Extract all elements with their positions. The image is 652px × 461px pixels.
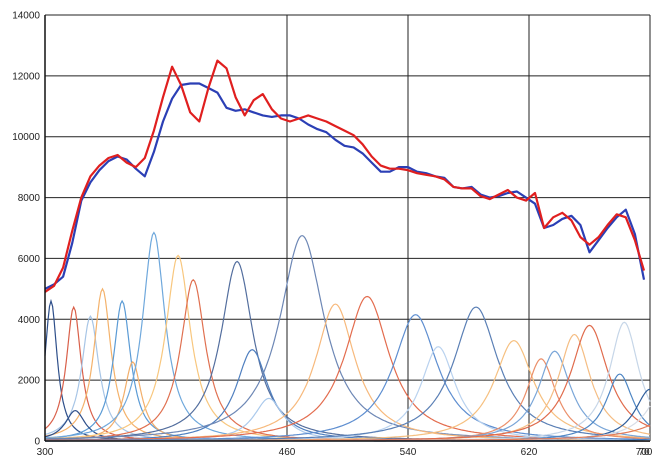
x-tick-label: 460	[279, 447, 296, 458]
x-tick-label: 300	[37, 447, 54, 458]
x-tick-label: 540	[400, 447, 417, 458]
y-tick-label: 0	[34, 437, 40, 448]
spectrum-series	[44, 59, 646, 293]
y-tick-label: 8000	[18, 193, 41, 204]
y-tick-label: 12000	[12, 71, 40, 82]
y-tick-label: 10000	[12, 132, 40, 143]
tick-labels: 0 2000 4000 6000 8000 10000 12000 14000 300 460 54…	[12, 11, 652, 459]
y-tick-label: 14000	[12, 11, 40, 22]
x-tick-label: 700	[636, 447, 652, 458]
x-tick-label: 620	[521, 447, 538, 458]
y-tick-label: 4000	[18, 315, 41, 326]
y-tick-label: 6000	[18, 254, 41, 265]
x-tick-label: 70	[638, 447, 650, 458]
y-tick-label: 2000	[18, 376, 41, 387]
series-line-red	[44, 59, 646, 293]
grid-lines	[44, 14, 651, 442]
axes	[44, 15, 650, 442]
